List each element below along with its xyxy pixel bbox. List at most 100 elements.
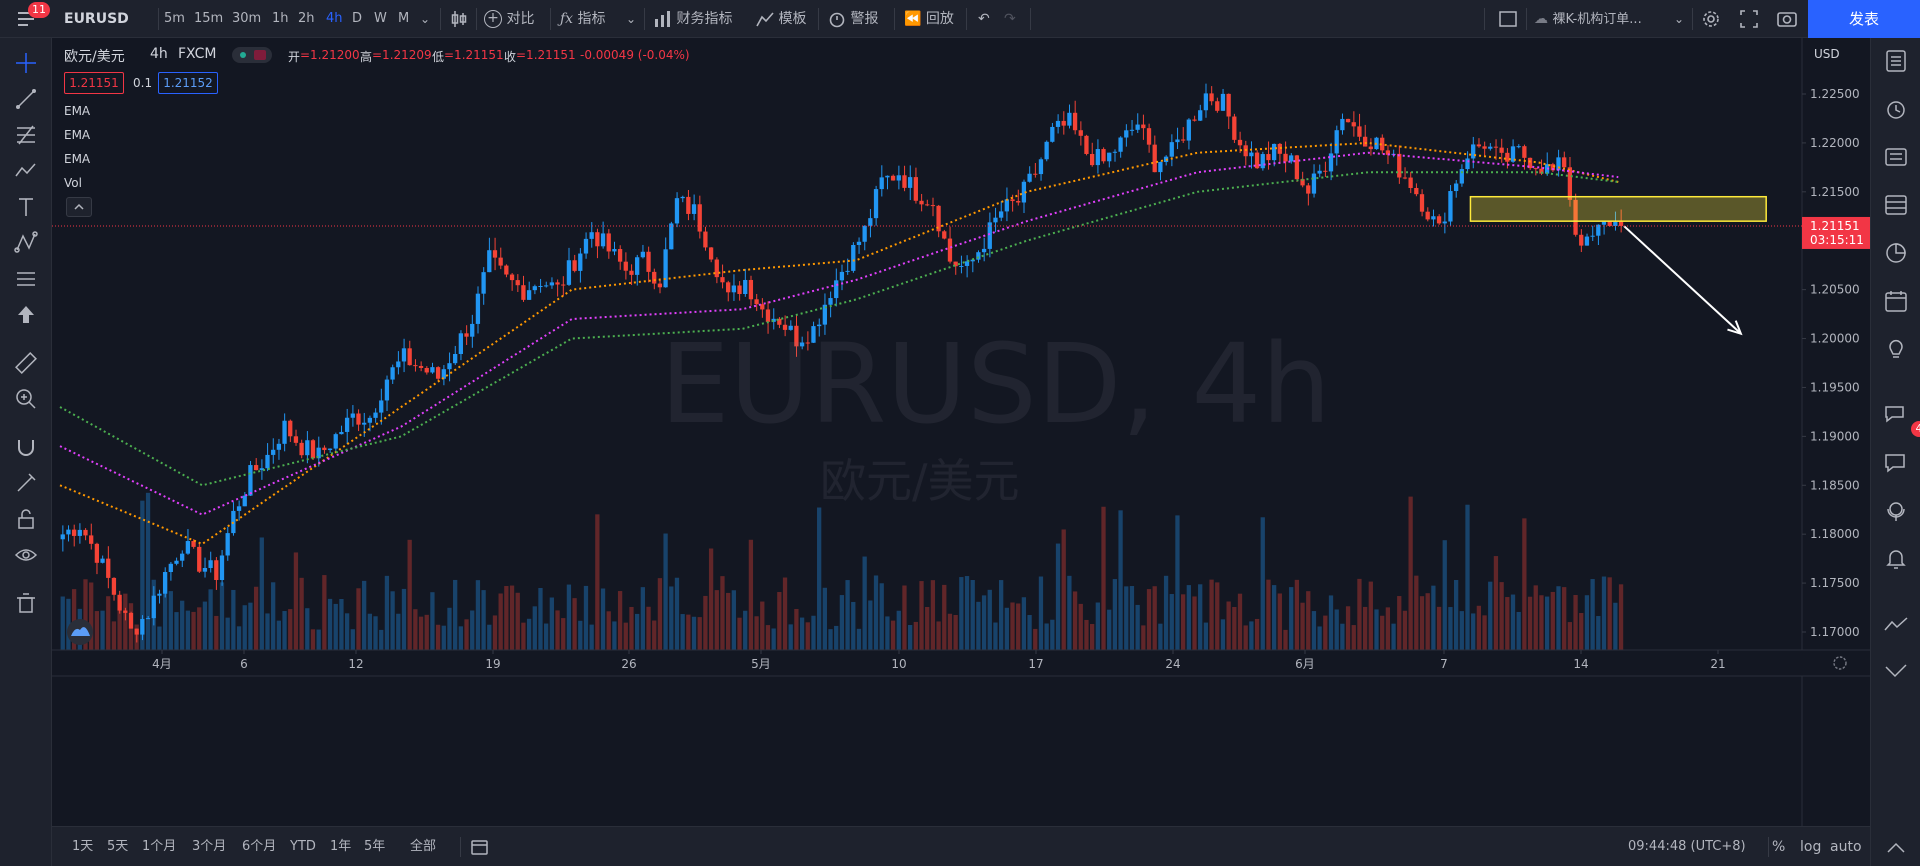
interval-30m[interactable]: 30m (232, 11, 262, 26)
fullscreen-icon[interactable] (1738, 0, 1762, 38)
range-2[interactable]: 1个月 (142, 839, 177, 854)
indicator-ema-2[interactable]: EMA (64, 128, 91, 142)
supply-zone-rectangle[interactable] (1469, 195, 1767, 222)
data-window-icon[interactable] (1883, 192, 1909, 218)
indicator-volume[interactable]: Vol (64, 176, 82, 190)
axis-settings-gear-icon[interactable] (1833, 656, 1847, 670)
undo-icon[interactable]: ↶ (978, 11, 990, 27)
news-icon[interactable] (1883, 144, 1909, 170)
log-toggle[interactable]: log (1800, 839, 1822, 855)
magnet-icon[interactable] (13, 434, 39, 460)
notifications-bell-icon[interactable] (1883, 546, 1909, 572)
trendline-icon[interactable] (13, 86, 39, 112)
sell-price-button[interactable]: 1.21151 (64, 72, 124, 94)
pencil-lock-icon[interactable] (13, 470, 39, 496)
interval-15m[interactable]: 15m (194, 11, 224, 26)
messages-icon[interactable] (1883, 450, 1909, 476)
watchlist-icon[interactable] (1883, 48, 1909, 74)
publish-button[interactable]: 发表 (1808, 0, 1920, 38)
last-price-tag[interactable] (1802, 216, 1870, 249)
interval-1h[interactable]: 1h (272, 11, 289, 26)
chats-icon[interactable] (1883, 402, 1909, 428)
down-arrow-line[interactable] (1623, 225, 1742, 335)
volume-bar (293, 552, 299, 650)
streams-icon[interactable] (1883, 498, 1909, 524)
financials-button[interactable]: 财务指标 (654, 0, 732, 38)
interval-2h[interactable]: 2h (298, 11, 315, 26)
range-1[interactable]: 5天 (107, 839, 129, 854)
clock-time[interactable]: 09:44:48 (UTC+8) (1628, 839, 1746, 854)
camera-icon[interactable] (1776, 0, 1800, 38)
indicator-ema-3[interactable]: EMA (64, 152, 91, 166)
volume-bar (629, 606, 634, 650)
candle-body (1010, 199, 1015, 202)
price-chart[interactable]: 1.225001.220001.215001.210001.205001.200… (52, 38, 1870, 826)
interval-w[interactable]: W (374, 11, 387, 26)
range-3[interactable]: 3个月 (192, 839, 227, 854)
lock-icon[interactable] (13, 506, 39, 532)
trash-icon[interactable] (13, 590, 39, 616)
candle-body (384, 379, 390, 401)
ideas-lightbulb-icon[interactable] (1883, 336, 1909, 362)
prediction-tool-icon[interactable] (13, 230, 39, 256)
currency-label[interactable]: USD (1814, 47, 1840, 61)
text-tool-icon[interactable] (13, 194, 39, 220)
candle-body (367, 417, 372, 423)
range-4[interactable]: 6个月 (242, 839, 277, 854)
volume-bar (885, 616, 890, 650)
volume-bar (1374, 609, 1379, 650)
chevron-down-icon[interactable]: ⌄ (420, 12, 431, 26)
buy-price-button[interactable]: 1.21152 (158, 72, 218, 94)
volume-bar (1072, 591, 1078, 650)
chevron-down-icon[interactable]: ⌄ (1674, 12, 1685, 26)
hotlist-icon[interactable] (1883, 240, 1909, 266)
interval-4h[interactable]: 4h (326, 11, 343, 26)
goto-date-icon[interactable] (470, 827, 490, 866)
volume-bar (805, 622, 810, 650)
range-7[interactable]: 5年 (364, 839, 386, 854)
calendar-icon[interactable] (1883, 288, 1909, 314)
layout-name-button[interactable]: ☁ 裸K-机构订单... (1534, 0, 1642, 38)
symbol-search-button[interactable]: EURUSD (64, 11, 129, 27)
tradingview-logo-icon[interactable] (67, 619, 93, 645)
crosshair-icon[interactable] (13, 50, 39, 76)
interval-d[interactable]: D (352, 11, 363, 26)
range-6[interactable]: 1年 (330, 839, 352, 854)
range-5[interactable]: YTD (290, 839, 316, 854)
alerts-button[interactable]: 警报 (828, 0, 878, 38)
indicators-button[interactable]: ƒx 指标 (560, 0, 606, 38)
percent-toggle[interactable]: % (1772, 839, 1786, 855)
volume-bar (964, 576, 970, 650)
user-drawings[interactable] (1469, 195, 1767, 336)
ema-line-2[interactable] (59, 151, 1619, 516)
interval-5m[interactable]: 5m (164, 11, 185, 26)
candle-body (1260, 154, 1265, 169)
chevron-icon[interactable] (1883, 836, 1909, 862)
range-8[interactable]: 全部 (410, 839, 437, 854)
compare-button[interactable]: + 对比 (484, 0, 534, 38)
collapse-legend-button[interactable] (66, 197, 92, 217)
templates-button[interactable]: 模板 (756, 0, 806, 38)
trend-icon[interactable] (1883, 612, 1909, 638)
measure-tool-icon[interactable] (13, 266, 39, 292)
alarm-clock-icon[interactable] (1883, 96, 1909, 122)
market-status-toggle[interactable] (232, 47, 272, 67)
indicator-ema-1[interactable]: EMA (64, 104, 91, 118)
ruler-icon[interactable] (13, 350, 39, 376)
auto-toggle[interactable]: auto (1830, 839, 1862, 855)
arrow-up-icon[interactable] (13, 302, 39, 328)
chevron-down-icon[interactable]: ⌄ (626, 12, 637, 26)
pattern-tool-icon[interactable] (13, 158, 39, 184)
replay-button[interactable]: ⏪ 回放 (904, 0, 954, 38)
interval-m[interactable]: M (398, 11, 410, 26)
signal-icon[interactable] (1883, 658, 1909, 684)
eye-icon[interactable] (13, 542, 39, 568)
zoom-in-icon[interactable] (13, 386, 39, 412)
settings-gear-icon[interactable] (1700, 0, 1724, 38)
redo-icon[interactable]: ↷ (1004, 11, 1016, 27)
candles-icon[interactable] (448, 0, 470, 38)
fib-tool-icon[interactable] (13, 122, 39, 148)
layout-icon[interactable] (1498, 0, 1520, 38)
range-0[interactable]: 1天 (72, 839, 94, 854)
legend-pair[interactable]: 欧元/美元 (64, 49, 125, 65)
